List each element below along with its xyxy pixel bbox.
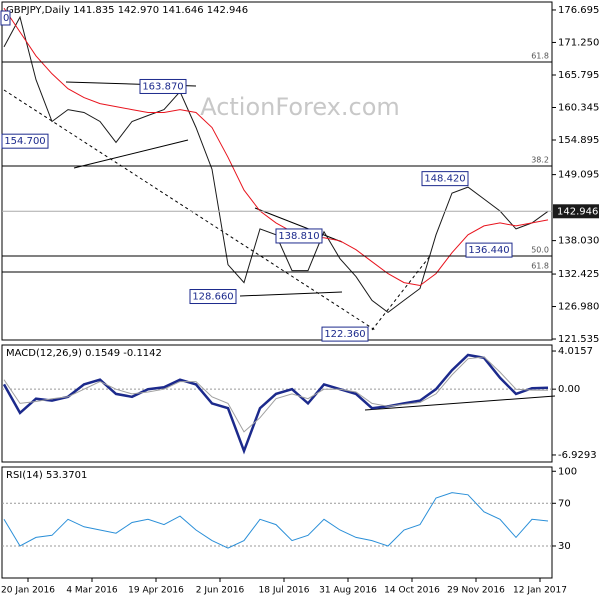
price-label: 154.700 [4, 136, 45, 147]
x-tick-label: 29 Nov 2016 [447, 586, 505, 596]
series-line [3, 7, 549, 287]
panel-frame [1, 1, 553, 341]
y-tick-label: 4.0157 [558, 346, 593, 357]
y-tick-label: 154.895 [558, 135, 599, 146]
y-tick-label: 121.535 [558, 334, 599, 345]
trendline [73, 139, 189, 169]
price-label: 128.660 [192, 292, 233, 303]
x-tick-label: 18 Jul 2016 [259, 586, 310, 596]
panel-title: GBPJPY,Daily 141.835 142.970 141.646 142… [6, 5, 248, 16]
trendlines [3, 81, 556, 411]
fib-label: 38.2 [531, 155, 549, 164]
y-tick-label: 138.030 [558, 236, 599, 247]
series-line [3, 492, 549, 549]
trendline [254, 207, 343, 243]
last-price-box [553, 204, 599, 219]
clipped-box [0, 10, 11, 26]
fib-label: 61.8 [531, 261, 549, 270]
panel-frame [1, 466, 553, 579]
y-tick-label: 149.095 [558, 170, 599, 181]
y-tick-label: 0.00 [558, 384, 580, 395]
panel-title: MACD(12,26,9) 0.1549 -0.1142 [6, 348, 162, 359]
y-tick-label: 30 [558, 541, 571, 552]
price-label-box [139, 78, 187, 94]
price-label-box [189, 289, 237, 305]
price-label: 163.870 [142, 81, 183, 92]
fib-label: 50.0 [531, 246, 549, 255]
price-label: 148.420 [424, 174, 465, 185]
y-tick-label: 70 [558, 498, 571, 509]
x-tick-label: 19 Apr 2016 [128, 586, 184, 596]
series-line [3, 356, 549, 433]
x-tick-label: 20 Jan 2016 [1, 586, 55, 596]
y-tick-label: 171.250 [558, 37, 599, 48]
price-label-box [321, 326, 369, 342]
series-line [2, 353, 549, 455]
y-tick-label: 100 [558, 466, 577, 477]
price-label: 138.810 [278, 231, 319, 242]
dashed-trendline [3, 89, 376, 331]
y-tick-label: 132.425 [558, 269, 599, 280]
x-tick-label: 4 Mar 2016 [66, 586, 118, 596]
fib-label: 61.8 [531, 52, 549, 61]
price-label-box [1, 133, 49, 149]
price-label-box [275, 228, 323, 244]
y-tick-label: 160.345 [558, 102, 599, 113]
x-tick-label: 14 Oct 2016 [384, 586, 440, 596]
price-label-box [421, 171, 469, 187]
macd-trendline [364, 395, 556, 411]
dashed-trendline [371, 255, 431, 331]
y-tick-label: 126.980 [558, 302, 599, 313]
y-tick-label: 165.795 [558, 70, 599, 81]
price-label-box [465, 242, 513, 258]
panel-title: RSI(14) 53.3701 [6, 470, 87, 481]
price-label: 122.360 [324, 329, 365, 340]
watermark: ActionForex.com [200, 93, 400, 121]
panel-frame [1, 344, 553, 463]
trendline [239, 291, 343, 297]
x-tick-label: 31 Aug 2016 [319, 586, 377, 596]
price-label: 136.440 [468, 245, 509, 256]
last-price-label: 142.946 [557, 206, 598, 217]
x-tick-label: 12 Jan 2017 [513, 586, 567, 596]
clipped-label: 0 [3, 13, 9, 24]
y-tick-label: -6.9293 [558, 450, 597, 461]
y-tick-label: 176.695 [558, 5, 599, 16]
x-tick-label: 2 Jun 2016 [196, 586, 245, 596]
